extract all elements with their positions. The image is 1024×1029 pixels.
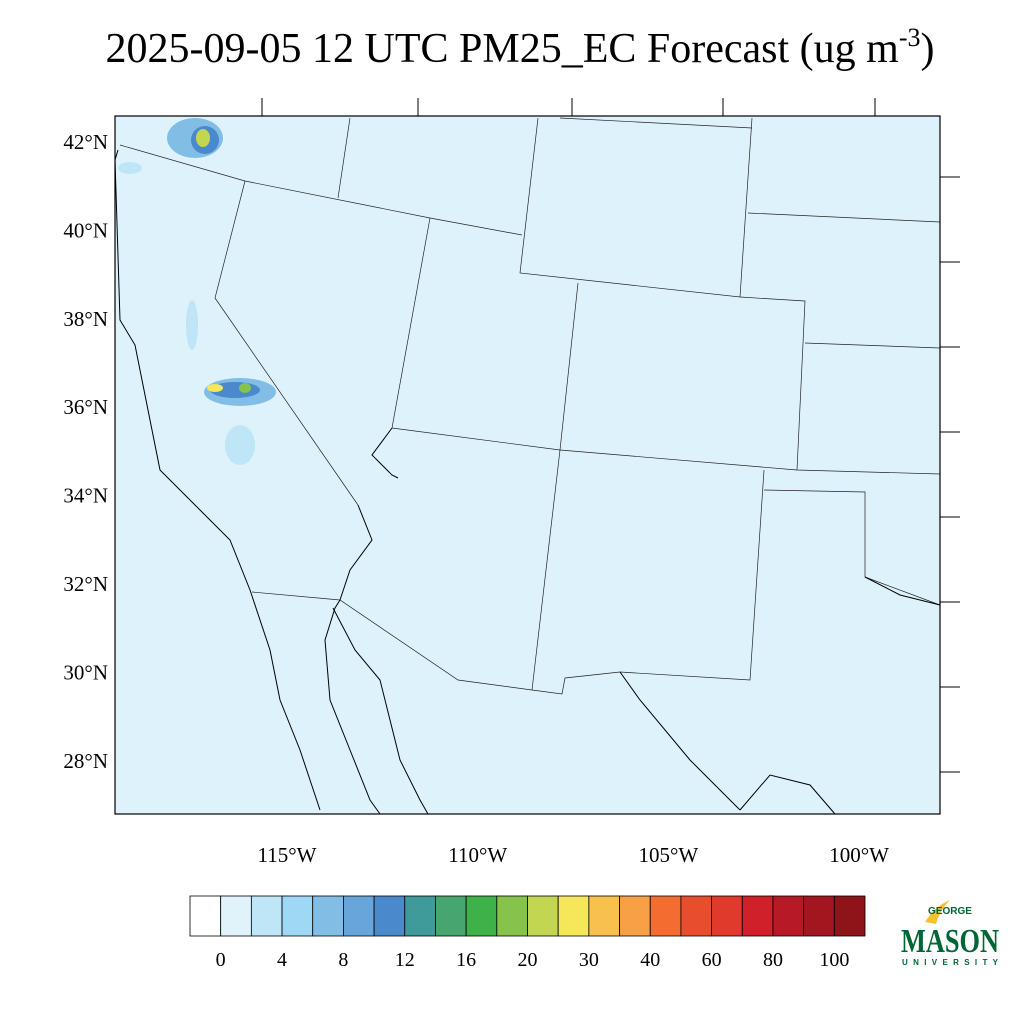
colorbar-label: 8: [338, 949, 348, 971]
colorbar-box: [250, 895, 283, 937]
longitude-labels: 115°W 110°W 105°W 100°W: [258, 843, 890, 867]
latitude-labels: 42°N 40°N 38°N 36°N 34°N 32°N 30°N 28°N: [63, 130, 108, 773]
colorbar-box: [189, 895, 222, 937]
title: 2025-09-05 12 UTC PM25_EC Forecast (ug m…: [106, 23, 935, 72]
colorbar-box: [496, 895, 528, 937]
latitude-label: 34°N: [63, 484, 108, 508]
colorbar: 0 4 8 12 16 20 30 40 60 80 100: [189, 895, 866, 971]
colorbar-box: [373, 895, 406, 937]
colorbar-box: [619, 895, 651, 937]
frame-ticks: [261, 98, 960, 773]
colorbar-box: [465, 895, 498, 937]
colorbar-label: 40: [640, 949, 660, 971]
title-main: 2025-09-05 12 UTC PM25_EC Forecast (ug m: [106, 26, 900, 72]
latitude-label: 28°N: [63, 749, 108, 773]
title-superscript: -3: [899, 23, 921, 52]
colorbar-box: [741, 895, 774, 937]
colorbar-box: [833, 895, 866, 937]
colorbar-label: 4: [277, 949, 287, 971]
logo-top: GEORGE: [928, 906, 972, 917]
longitude-label: 100°W: [829, 843, 889, 867]
title-close: ): [920, 26, 934, 72]
logo-main: MASON: [901, 923, 999, 960]
colorbar-box: [281, 895, 314, 937]
colorbar-box: [803, 895, 835, 937]
colorbar-label: 0: [216, 949, 226, 971]
boundaries: [114, 117, 941, 815]
colorbar-box: [312, 895, 344, 937]
longitude-label: 105°W: [639, 843, 699, 867]
colorbar-box: [557, 895, 590, 937]
latitude-label: 40°N: [63, 218, 108, 242]
latitude-label: 36°N: [63, 395, 108, 419]
colorbar-label: 16: [456, 949, 476, 971]
colorbar-label: 60: [702, 949, 722, 971]
latitude-label: 38°N: [63, 307, 108, 331]
plumes: [118, 118, 276, 465]
map-frame: [114, 115, 941, 815]
latitude-label: 30°N: [63, 660, 108, 684]
colorbar-box: [435, 895, 467, 937]
colorbar-box: [680, 895, 712, 937]
colorbar-box: [527, 895, 559, 937]
colorbar-label: 80: [763, 949, 783, 971]
colorbar-box: [772, 895, 805, 937]
colorbar-label: 20: [518, 949, 538, 971]
latitude-label: 32°N: [63, 572, 108, 596]
latitude-label: 42°N: [63, 130, 108, 154]
colorbar-box: [649, 895, 682, 937]
logo: GEORGE MASON UNIVERSITY: [901, 900, 999, 967]
longitude-label: 115°W: [258, 843, 317, 867]
colorbar-label: 100: [819, 949, 849, 971]
colorbar-box: [220, 895, 252, 937]
colorbar-label: 12: [395, 949, 415, 971]
colorbar-label: 30: [579, 949, 599, 971]
map-area: [115, 116, 940, 814]
longitude-label: 110°W: [448, 843, 507, 867]
colorbar-box: [343, 895, 375, 937]
colorbar-box: [404, 895, 436, 937]
colorbar-box: [711, 895, 743, 937]
colorbar-box: [588, 895, 620, 937]
